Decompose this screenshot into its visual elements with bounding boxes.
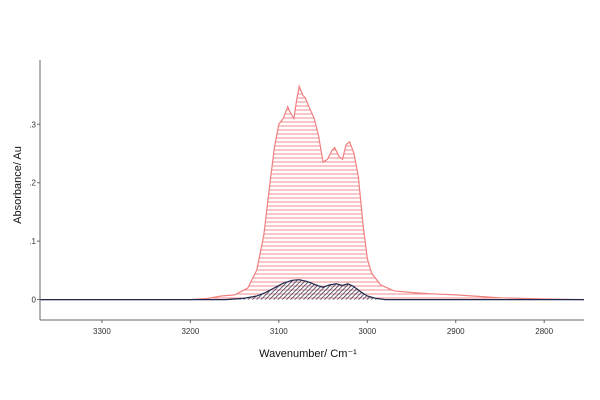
x-tick-label: 3100	[270, 327, 288, 336]
series-2-area	[40, 279, 584, 300]
series-2-line	[40, 279, 584, 301]
x-tick-label: 3300	[93, 327, 111, 336]
y-axis-title: Absorbance/ Au	[12, 146, 24, 224]
y-tick-label: 0	[32, 296, 37, 305]
y-tick-label: .3	[29, 120, 36, 129]
y-tick-label: .2	[29, 179, 36, 188]
x-tick-label: 2800	[535, 327, 553, 336]
series-layer	[40, 84, 585, 301]
x-tick-label: 3000	[358, 327, 376, 336]
x-axis-title: Wavenumber/ Cm⁻¹	[259, 348, 357, 360]
axes-layer	[39, 60, 584, 321]
series-1-area	[40, 86, 584, 300]
x-tick-label: 3200	[181, 327, 199, 336]
series-1-line	[40, 84, 585, 301]
x-tick-label: 2900	[447, 327, 465, 336]
tick-layer: 3300 3200 3100 3000 2900 2800 0 .1 .2 .3	[29, 120, 553, 336]
y-tick-label: .1	[29, 237, 36, 246]
